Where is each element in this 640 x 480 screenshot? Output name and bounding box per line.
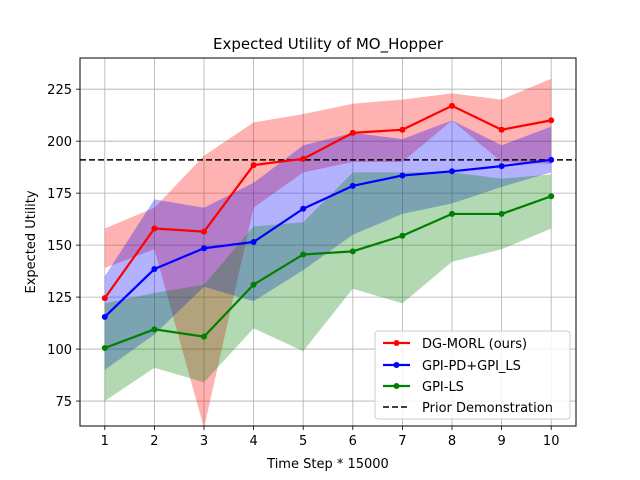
x-tick-label: 2 [150,434,158,449]
point-dg-morl-ours [349,129,356,136]
point-dg-morl-ours [101,295,108,302]
x-tick-label: 9 [497,434,505,449]
confidence-bands [104,78,552,429]
point-gpi-ls [201,333,207,340]
point-dg-morl-ours [548,117,555,124]
axis-ticks: 1 2 3 4 5 6 7 8 9 10 75 100 125 150 175 200 225 [47,83,559,449]
point-gpi-pd-gpi-ls [548,156,555,163]
point-gpi-pd-gpi-ls [101,313,108,320]
x-tick-label: 3 [200,434,208,449]
y-tick-label: 200 [47,135,72,150]
x-axis-label: Time Step * 15000 [266,457,389,472]
point-dg-morl-ours [151,225,158,232]
legend-box [374,330,571,420]
point-gpi-ls [399,232,406,239]
point-gpi-ls [449,210,455,217]
band-gpi-pd-gpi-ls [104,120,552,370]
point-gpi-ls [101,345,108,352]
legend: DG-MORL (ours) GPI-PD+GPI_LS GPI-LS Prio… [374,330,571,420]
chart-title: Expected Utility of MO_Hopper [213,35,444,54]
point-gpi-pd-gpi-ls [399,172,406,179]
point-dg-morl-ours [399,126,406,133]
x-tick-label: 10 [543,434,560,449]
y-tick-label: 175 [47,187,72,202]
point-dg-morl-ours [300,155,307,162]
band-dg-morl-ours [104,78,552,429]
line-gpi-pd-gpi-ls [104,158,552,318]
y-tick-label: 75 [55,395,72,410]
point-gpi-pd-gpi-ls [449,168,455,175]
point-gpi-pd-gpi-ls [151,266,158,273]
point-dg-morl-ours [250,162,257,169]
y-axis-label: Expected Utility [24,190,39,293]
legend-label-gpi-pd: GPI-PD+GPI_LS [422,359,521,374]
point-gpi-pd-gpi-ls [250,239,257,245]
point-gpi-ls [250,281,257,288]
y-tick-label: 125 [47,291,72,306]
x-tick-label: 1 [101,434,109,449]
legend-marker-gpi-pd [393,362,400,368]
point-dg-morl-ours [201,228,207,235]
point-gpi-pd-gpi-ls [498,163,505,170]
point-gpi-ls [349,248,356,255]
plot-frame [79,57,577,427]
y-tick-label: 225 [47,83,72,98]
point-gpi-ls [151,326,158,333]
x-tick-label: 7 [398,434,406,449]
point-dg-morl-ours [449,102,455,109]
legend-label-prior-demonstration: Prior Demonstration [422,401,553,416]
point-dg-morl-ours [498,126,505,133]
legend-marker-gpi-ls [393,383,400,389]
line-dg-morl-ours [103,104,552,299]
point-gpi-pd-gpi-ls [300,205,307,212]
x-tick-label: 5 [299,434,307,449]
point-gpi-ls [548,193,555,200]
x-tick-label: 6 [349,434,357,449]
legend-label-gpi-ls: GPI-LS [422,380,464,395]
line-gpi-ls [104,195,552,350]
point-gpi-ls [498,210,505,217]
point-gpi-pd-gpi-ls [201,245,207,252]
point-gpi-ls [300,251,307,258]
point-gpi-pd-gpi-ls [349,182,356,189]
legend-marker-dg-morl [393,340,400,346]
y-tick-label: 100 [47,343,72,358]
x-tick-label: 4 [249,434,257,449]
x-tick-label: 8 [448,434,456,449]
band-gpi-ls [104,172,552,402]
y-tick-label: 150 [47,239,72,254]
legend-label-dg-morl: DG-MORL (ours) [422,337,527,352]
series-lines [101,102,555,352]
